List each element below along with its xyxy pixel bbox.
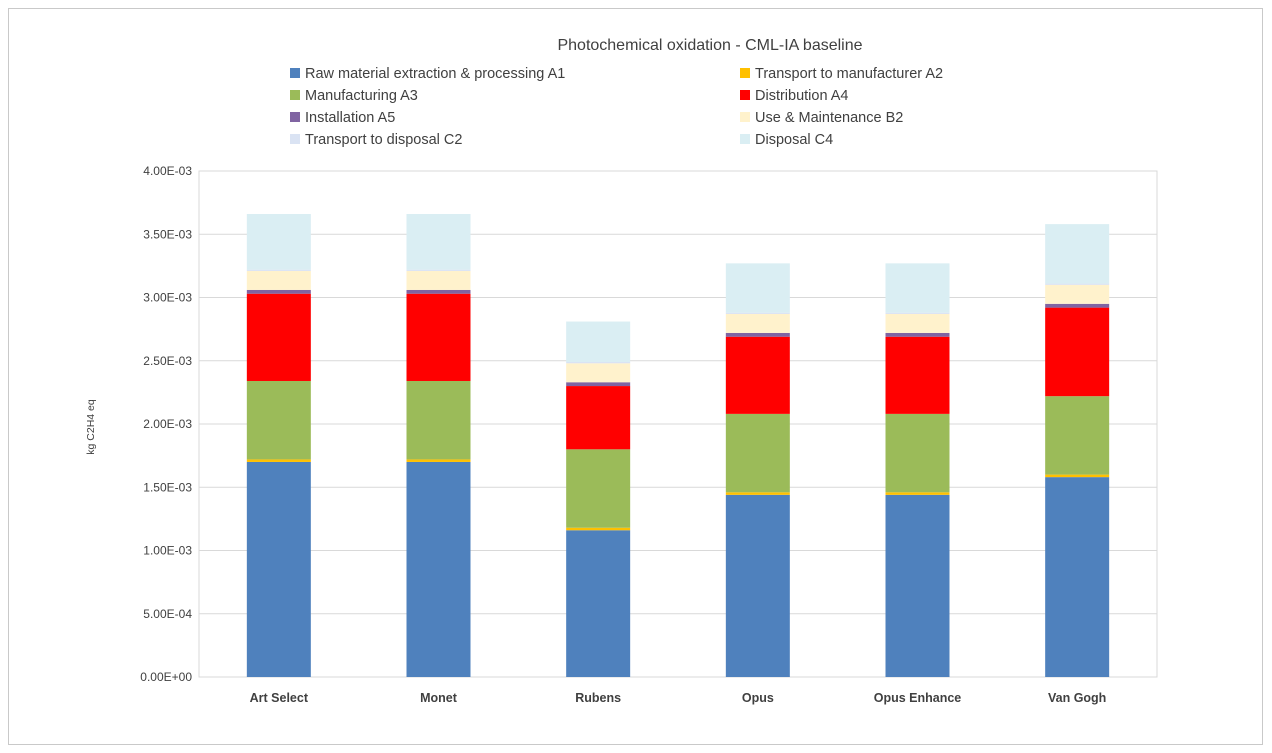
bar-segment [885, 263, 950, 313]
bars [246, 214, 1110, 677]
bar-segment [406, 459, 471, 462]
bar-segment [246, 269, 311, 271]
bar-segment [1045, 474, 1110, 478]
x-category-label: Van Gogh [1048, 691, 1106, 705]
bar-segment [566, 386, 631, 450]
bar-segment [406, 461, 471, 677]
x-category-label: Art Select [250, 691, 309, 705]
x-category-label: Opus Enhance [874, 691, 962, 705]
bar-segment [885, 332, 950, 337]
legend-swatch [290, 90, 300, 100]
bar-segment [246, 293, 311, 381]
bar-segment [406, 269, 471, 271]
bar-segment [1045, 477, 1110, 677]
chart-canvas: Photochemical oxidation - CML-IA baselin… [85, 37, 1158, 705]
bar-segment [406, 270, 471, 290]
bar-segment [725, 312, 790, 314]
legend-entry: Raw material extraction & processing A1 [305, 66, 565, 82]
y-tick-label: 1.50E-03 [143, 480, 192, 494]
legend-swatch [290, 134, 300, 144]
y-tick-label: 3.50E-03 [143, 227, 192, 241]
bar-segment [566, 449, 631, 528]
bar-segment [566, 363, 631, 383]
bar-segment [725, 336, 790, 414]
bar-segment [885, 313, 950, 333]
bar-segment [885, 336, 950, 414]
bar-segment [246, 380, 311, 460]
x-category-label: Rubens [575, 691, 621, 705]
legend-swatch [740, 90, 750, 100]
bar-segment [1045, 284, 1110, 304]
bar-segment [246, 461, 311, 677]
legend-entry: Distribution A4 [755, 88, 849, 104]
y-tick-label: 3.00E-03 [143, 291, 192, 305]
plot-area-border [198, 170, 1158, 678]
bar-segment [1045, 307, 1110, 397]
bar-segment [885, 494, 950, 677]
legend-swatch [290, 68, 300, 78]
bar-segment [1045, 303, 1110, 308]
bar-segment [725, 494, 790, 677]
bar-segment [885, 413, 950, 493]
y-axis-ticks: 0.00E+00 5.00E-04 1.00E-03 1.50E-03 2.00E-03… [140, 164, 192, 684]
bar-segment [725, 263, 790, 313]
bar-segment [246, 214, 311, 270]
bar-segment [566, 362, 631, 364]
x-category-label: Opus [742, 691, 774, 705]
chart-area: Photochemical oxidation - CML-IA baselin… [8, 8, 1263, 745]
chart-title: Photochemical oxidation - CML-IA baselin… [557, 37, 862, 54]
gridlines [198, 170, 1158, 678]
y-tick-label: 0.00E+00 [140, 670, 192, 684]
legend-entry: Disposal C4 [755, 132, 833, 148]
x-axis-categories: Art Select Monet Rubens Opus Opus Enhance Van… [250, 691, 1107, 705]
bar-segment [725, 313, 790, 333]
x-category-label: Monet [420, 691, 458, 705]
bar-segment [566, 527, 631, 531]
legend-entry: Transport to manufacturer A2 [755, 66, 943, 82]
bar-segment [885, 312, 950, 314]
y-tick-label: 2.50E-03 [143, 354, 192, 368]
legend-entry: Installation A5 [305, 110, 395, 126]
legend-swatch [740, 134, 750, 144]
bar-segment [406, 293, 471, 381]
y-tick-label: 2.00E-03 [143, 417, 192, 431]
bar-segment [246, 289, 311, 294]
y-tick-label: 4.00E-03 [143, 164, 192, 178]
legend-entry: Transport to disposal C2 [305, 132, 462, 148]
legend-swatch [740, 112, 750, 122]
legend-entry: Use & Maintenance B2 [755, 110, 903, 126]
legend-swatch [290, 112, 300, 122]
y-axis-label: kg C2H4 eq [85, 399, 97, 455]
legend: Raw material extraction & processing A1 T… [290, 66, 943, 148]
legend-swatch [740, 68, 750, 78]
bar-segment [566, 530, 631, 677]
bar-segment [1045, 224, 1110, 284]
bar-segment [725, 332, 790, 337]
bar-segment [406, 289, 471, 294]
bar-segment [725, 492, 790, 495]
bar-segment [566, 382, 631, 387]
bar-segment [725, 413, 790, 493]
bar-segment [1045, 283, 1110, 285]
legend-entry: Manufacturing A3 [305, 88, 418, 104]
bar-segment [885, 492, 950, 495]
bar-segment [246, 459, 311, 462]
y-tick-label: 1.00E-03 [143, 544, 192, 558]
bar-segment [406, 380, 471, 460]
bar-segment [406, 214, 471, 270]
bar-segment [246, 270, 311, 290]
y-tick-label: 5.00E-04 [143, 607, 192, 621]
bar-segment [566, 321, 631, 363]
bar-segment [1045, 396, 1110, 475]
